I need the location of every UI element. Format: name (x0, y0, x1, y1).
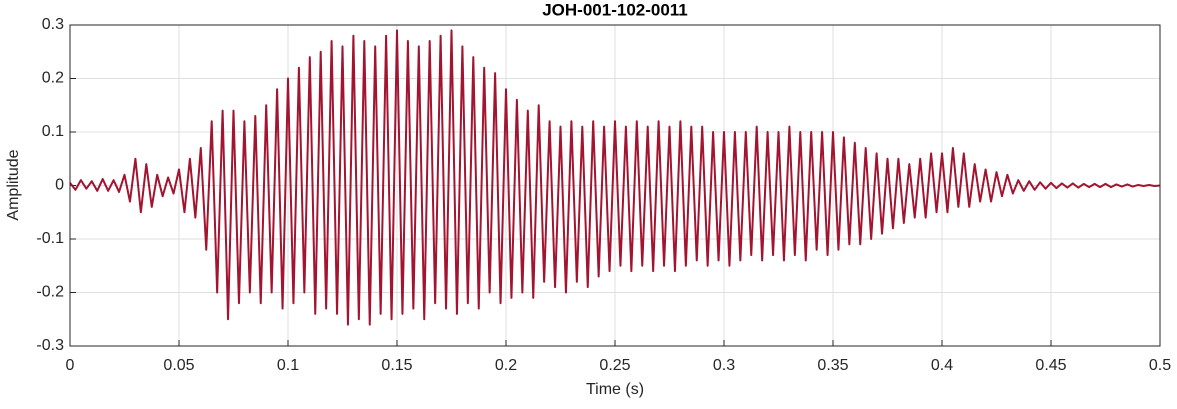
x-tick-label: 0.25 (599, 357, 630, 374)
x-tick-label: 0.2 (495, 357, 517, 374)
x-tick-label: 0 (66, 357, 75, 374)
y-tick-label: 0.3 (42, 16, 64, 33)
y-tick-label: -0.3 (36, 337, 64, 354)
x-tick-label: 0.45 (1035, 357, 1066, 374)
y-axis-label: Amplitude (5, 149, 22, 220)
x-tick-label: 0.15 (381, 357, 412, 374)
x-tick-label: 0.4 (931, 357, 953, 374)
plot-frame (69, 24, 1161, 347)
y-tick-label: 0.1 (42, 123, 64, 140)
x-tick-label: 0.1 (277, 357, 299, 374)
y-tick-label: 0 (55, 177, 64, 194)
y-tick-label: 0.2 (42, 70, 64, 87)
y-tick-label: -0.2 (36, 284, 64, 301)
waveform (69, 29, 1161, 326)
x-tick-label: 0.35 (817, 357, 848, 374)
x-axis-label: Time (s) (586, 381, 644, 398)
x-tick-label: 0.05 (163, 357, 194, 374)
chart-title: JOH-001-102-0011 (542, 0, 688, 19)
x-tick-label: 0.3 (713, 357, 735, 374)
y-tick-label: -0.1 (36, 230, 64, 247)
x-tick-label: 0.5 (1149, 357, 1171, 374)
